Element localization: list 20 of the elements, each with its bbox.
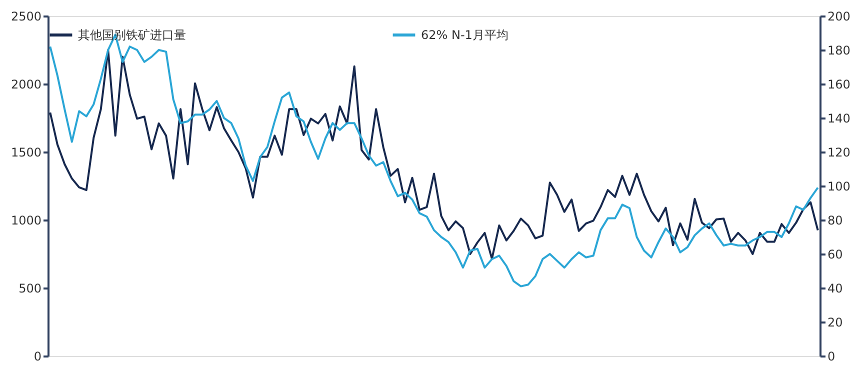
- y-tick-label: 0: [34, 350, 42, 364]
- y2-tick-label: 60: [828, 248, 843, 262]
- y2-tick-label: 40: [828, 282, 843, 296]
- y2-tick-label: 180: [828, 44, 850, 58]
- y2-tick-label: 140: [828, 112, 850, 126]
- y-tick-label: 1000: [10, 214, 42, 228]
- y-tick-label: 1500: [10, 146, 42, 160]
- y-tick-label: 2500: [10, 10, 42, 24]
- line-series: [49, 49, 819, 260]
- y2-tick-label: 100: [828, 180, 850, 194]
- legend-label: 其他国别铁矿进口量: [78, 28, 186, 42]
- y2-tick-label: 80: [828, 214, 843, 228]
- y-tick-label: 500: [18, 282, 42, 296]
- y-tick-label: 2000: [10, 78, 42, 92]
- legend-label: 62% N-1月平均: [421, 28, 508, 42]
- y2-tick-label: 160: [828, 78, 850, 92]
- y2-tick-label: 0: [828, 350, 836, 364]
- y2-tick-label: 20: [828, 316, 843, 330]
- y2-tick-label: 200: [828, 10, 850, 24]
- y2-tick-label: 120: [828, 146, 850, 160]
